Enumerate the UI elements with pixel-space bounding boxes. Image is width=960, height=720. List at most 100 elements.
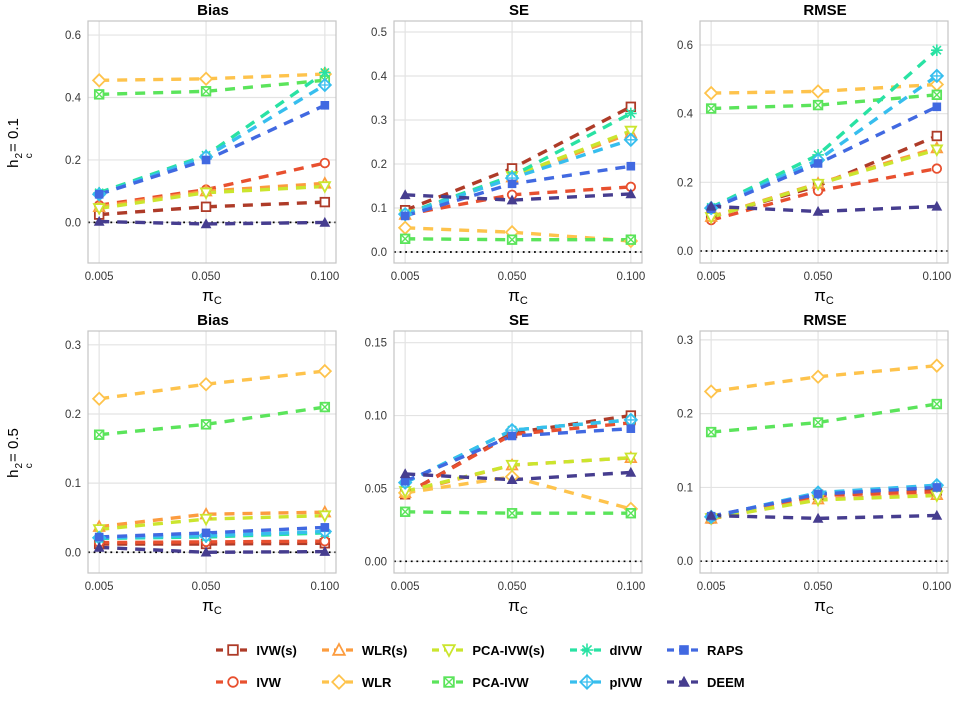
svg-text:πC: πC <box>202 596 222 617</box>
svg-text:0.100: 0.100 <box>922 271 951 283</box>
svg-text:0.1: 0.1 <box>65 478 81 490</box>
svg-text:πC: πC <box>814 596 834 617</box>
svg-text:0.005: 0.005 <box>391 271 420 283</box>
row-label-text: h 2 c = 0.1 <box>5 117 35 168</box>
legend-item-deem: DEEM <box>666 674 745 690</box>
legend-item-wlr-s: WLR(s) <box>321 642 408 658</box>
legend-item-raps: RAPS <box>666 642 745 658</box>
svg-text:0.3: 0.3 <box>677 335 693 347</box>
legend: IVW(s) WLR(s) PCA-IVW(s) dIVW RAPS IVW W… <box>0 620 960 690</box>
svg-text:0.6: 0.6 <box>677 40 693 52</box>
svg-text:0.005: 0.005 <box>391 581 420 593</box>
legend-key-ivw-s-icon <box>216 644 251 656</box>
legend-label-pivw: pIVW <box>609 674 643 690</box>
svg-text:0.0: 0.0 <box>677 556 693 568</box>
svg-text:0.2: 0.2 <box>677 177 693 189</box>
panel-title-bias: Bias <box>197 312 229 329</box>
row-label-h2c-0.1: h 2 c = 0.1 <box>0 0 40 310</box>
svg-text:0.3: 0.3 <box>371 115 387 127</box>
svg-text:0.050: 0.050 <box>804 581 833 593</box>
legend-key-wlr-s-icon <box>321 642 356 656</box>
legend-key-pca-ivw-icon <box>432 676 467 688</box>
panel-title-bias: Bias <box>197 2 229 19</box>
svg-text:0.100: 0.100 <box>310 271 339 283</box>
plot-rmse-h2-0.1: 0.0 0.2 0.4 0.6 0.005 0.050 0.100 πC <box>677 20 951 307</box>
svg-text:0.4: 0.4 <box>371 71 388 83</box>
plot-se-h2-0.5: 0.00 0.05 0.10 0.15 0.005 0.050 0.100 πC <box>365 330 645 617</box>
panel-bias-h2-0.5: Bias 0.0 0.1 0.2 0.3 0.005 0.050 0.100 πC <box>40 310 346 620</box>
svg-text:0.0: 0.0 <box>371 247 387 259</box>
plot-bias-h2-0.1: 0.0 0.2 0.4 0.6 0.005 0.050 0.100 πC <box>65 20 339 307</box>
legend-label-ivw: IVW <box>256 674 281 690</box>
legend-key-ivw-icon <box>216 676 251 688</box>
panel-se-h2-0.5: SE 0.00 0.05 0.10 0.15 0.005 0.050 0.100 πC <box>346 310 652 620</box>
svg-text:πC: πC <box>508 286 528 307</box>
row-label-h2c-0.5: h 2 c = 0.5 <box>0 310 40 620</box>
legend-label-pca-ivw: PCA-IVW <box>472 674 529 690</box>
svg-text:0.100: 0.100 <box>616 271 645 283</box>
plot-se-h2-0.1: 0.0 0.1 0.2 0.3 0.4 0.5 0.005 0.050 0.100 πC <box>371 20 645 307</box>
legend-key-pivw-icon <box>569 674 604 690</box>
legend-label-divw: dIVW <box>609 642 643 658</box>
svg-text:0.2: 0.2 <box>371 159 387 171</box>
legend-label-raps: RAPS <box>707 642 744 658</box>
svg-text:0.0: 0.0 <box>65 217 81 229</box>
chart-row-h2-0.1: h 2 c = 0.1 Bias 0.0 0.2 0.4 0.6 0.005 0.050 0.10… <box>0 0 960 310</box>
panel-rmse-h2-0.1: RMSE 0.0 0.2 0.4 0.6 0.005 0.050 0.100 πC <box>652 0 958 310</box>
svg-text:0.10: 0.10 <box>365 411 387 423</box>
legend-key-pca-ivw-s-icon <box>432 644 467 658</box>
svg-text:0.100: 0.100 <box>310 581 339 593</box>
panel-bias-h2-0.1: Bias 0.0 0.2 0.4 0.6 0.005 0.050 0.100 πC <box>40 0 346 310</box>
svg-text:0.050: 0.050 <box>192 581 221 593</box>
legend-item-pca-ivw: PCA-IVW <box>431 674 544 690</box>
legend-label-wlr: WLR <box>361 674 392 690</box>
svg-text:0.005: 0.005 <box>85 581 114 593</box>
svg-text:0.1: 0.1 <box>371 203 387 215</box>
svg-text:0.1: 0.1 <box>677 482 693 494</box>
svg-text:0.100: 0.100 <box>616 581 645 593</box>
legend-item-ivw-s: IVW(s) <box>215 642 297 658</box>
svg-text:0.0: 0.0 <box>677 246 693 258</box>
plot-bias-h2-0.5: 0.0 0.1 0.2 0.3 0.005 0.050 0.100 πC <box>65 330 339 617</box>
svg-text:0.050: 0.050 <box>192 271 221 283</box>
legend-key-deem-icon <box>667 675 702 687</box>
svg-text:0.2: 0.2 <box>677 409 693 421</box>
legend-item-wlr: WLR <box>321 674 408 690</box>
svg-text:0.2: 0.2 <box>65 155 81 167</box>
legend-item-divw: dIVW <box>569 642 643 658</box>
svg-text:πC: πC <box>508 596 528 617</box>
legend-label-deem: DEEM <box>707 674 745 690</box>
legend-item-ivw: IVW <box>215 674 296 690</box>
panel-se-h2-0.1: SE 0.0 0.1 0.2 0.3 0.4 0.5 0.005 0.050 0.100 πC <box>346 0 652 310</box>
svg-text:0.00: 0.00 <box>365 556 387 568</box>
legend-key-divw-icon <box>569 643 604 657</box>
panel-title-se: SE <box>508 312 529 329</box>
svg-text:0.3: 0.3 <box>65 340 81 352</box>
legend-item-pca-ivw-s: PCA-IVW(s) <box>431 642 545 658</box>
svg-text:0.05: 0.05 <box>365 483 387 495</box>
svg-text:0.2: 0.2 <box>65 409 81 421</box>
svg-text:0.6: 0.6 <box>65 30 81 42</box>
svg-text:0.4: 0.4 <box>677 109 694 121</box>
svg-text:0.4: 0.4 <box>65 93 82 105</box>
svg-text:0.005: 0.005 <box>85 271 114 283</box>
plot-rmse-h2-0.5: 0.0 0.1 0.2 0.3 0.005 0.050 0.100 πC <box>677 330 951 617</box>
svg-text:0.050: 0.050 <box>498 581 527 593</box>
legend-key-wlr-icon <box>321 674 356 690</box>
svg-text:0.005: 0.005 <box>697 581 726 593</box>
svg-text:0.005: 0.005 <box>697 271 726 283</box>
legend-key-raps-icon <box>667 645 702 655</box>
svg-text:πC: πC <box>814 286 834 307</box>
panel-title-rmse: RMSE <box>803 2 847 19</box>
legend-label-wlr-s: WLR(s) <box>361 642 408 658</box>
row-label-text: h 2 c = 0.5 <box>5 427 35 478</box>
svg-text:0.0: 0.0 <box>65 547 81 559</box>
svg-text:0.100: 0.100 <box>922 581 951 593</box>
svg-text:0.050: 0.050 <box>804 271 833 283</box>
panel-title-rmse: RMSE <box>803 312 847 329</box>
legend-label-pca-ivw-s: PCA-IVW(s) <box>472 642 545 658</box>
svg-text:0.5: 0.5 <box>371 27 387 39</box>
panel-title-se: SE <box>508 2 529 19</box>
panel-rmse-h2-0.5: RMSE 0.0 0.1 0.2 0.3 0.005 0.050 0.100 πC <box>652 310 958 620</box>
